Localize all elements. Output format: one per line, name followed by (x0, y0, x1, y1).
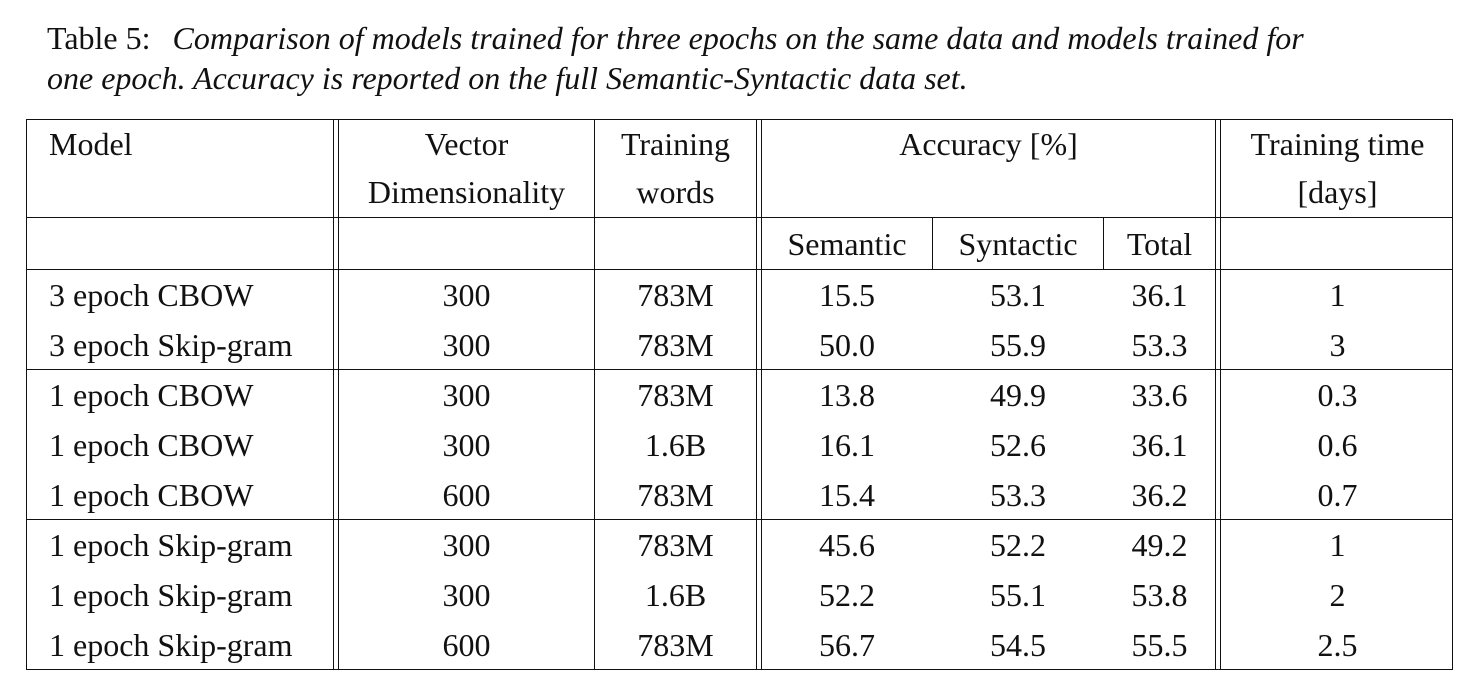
cell-total: 36.1 (1131, 427, 1188, 463)
cell-training-time: 2.5 (1317, 627, 1358, 663)
col-rule (338, 120, 339, 669)
cell-training-time: 0.3 (1317, 377, 1358, 413)
cell-semantic: 45.6 (819, 527, 875, 563)
cell-total: 53.8 (1131, 577, 1188, 613)
cell-training-words: 783M (637, 477, 714, 513)
header-vector-2: Dimensionality (367, 174, 566, 210)
cell-dimensionality: 300 (442, 377, 491, 413)
cell-training-time: 0.6 (1317, 427, 1358, 463)
cell-dimensionality: 600 (442, 627, 491, 663)
cell-total: 36.1 (1131, 277, 1188, 313)
cell-training-words: 783M (637, 277, 714, 313)
header-accuracy: Accuracy [%] (899, 126, 1078, 162)
header-time-2: [days] (1297, 174, 1378, 210)
cell-semantic: 50.0 (819, 327, 875, 363)
header-total: Total (1126, 226, 1193, 262)
cell-training-words: 783M (637, 627, 714, 663)
col-rule (1103, 218, 1104, 270)
cell-training-time: 1 (1329, 527, 1346, 563)
cell-syntactic: 53.1 (990, 277, 1046, 313)
col-rule (594, 120, 595, 669)
cell-syntactic: 55.9 (990, 327, 1046, 363)
cell-dimensionality: 300 (442, 427, 491, 463)
cell-total: 49.2 (1131, 527, 1188, 563)
cell-training-words: 1.6B (644, 427, 707, 463)
header-semantic: Semantic (787, 226, 907, 262)
cell-syntactic: 49.9 (990, 377, 1046, 413)
cell-training-words: 1.6B (644, 577, 707, 613)
cell-syntactic: 53.3 (990, 477, 1046, 513)
cell-semantic: 15.4 (819, 477, 875, 513)
row-rule (27, 519, 1452, 520)
header-model: Model (49, 126, 133, 162)
caption-line-2: one epoch. Accuracy is reported on the f… (47, 58, 1447, 98)
col-rule (761, 120, 762, 669)
cell-model: 1 epoch CBOW (49, 427, 254, 463)
cell-model: 1 epoch Skip-gram (49, 527, 293, 563)
header-time-1: Training time (1250, 126, 1425, 162)
caption-text-2: one epoch. Accuracy is reported on the f… (47, 60, 968, 96)
header-syntactic: Syntactic (958, 226, 1078, 262)
cell-dimensionality: 300 (442, 327, 491, 363)
cell-training-time: 2 (1329, 577, 1346, 613)
cell-dimensionality: 600 (442, 477, 491, 513)
cell-semantic: 15.5 (819, 277, 875, 313)
row-rule (27, 369, 1452, 370)
cell-model: 1 epoch Skip-gram (49, 577, 293, 613)
cell-dimensionality: 300 (442, 527, 491, 563)
cell-semantic: 56.7 (819, 627, 875, 663)
cell-model: 1 epoch CBOW (49, 377, 254, 413)
cell-semantic: 16.1 (819, 427, 875, 463)
cell-model: 1 epoch CBOW (49, 477, 254, 513)
col-rule (1220, 120, 1221, 669)
cell-dimensionality: 300 (442, 277, 491, 313)
col-rule (756, 120, 757, 669)
cell-training-words: 783M (637, 327, 714, 363)
header-vector-1: Vector (424, 126, 509, 162)
cell-training-words: 783M (637, 377, 714, 413)
col-rule (333, 120, 334, 669)
row-rule (27, 269, 1452, 270)
header-training-1: Training (620, 126, 731, 162)
cell-semantic: 52.2 (819, 577, 875, 613)
cell-semantic: 13.8 (819, 377, 875, 413)
row-rule (27, 217, 1452, 218)
cell-syntactic: 52.6 (990, 427, 1046, 463)
cell-training-words: 783M (637, 527, 714, 563)
caption-label: Table 5: (47, 20, 151, 56)
cell-training-time: 3 (1329, 327, 1346, 363)
cell-model: 3 epoch CBOW (49, 277, 254, 313)
cell-syntactic: 52.2 (990, 527, 1046, 563)
col-rule (932, 218, 933, 270)
cell-total: 33.6 (1131, 377, 1188, 413)
caption-text-1: Comparison of models trained for three e… (172, 20, 1304, 56)
table-caption: Table 5: Comparison of models trained for… (47, 18, 1447, 98)
cell-training-time: 1 (1329, 277, 1346, 313)
cell-training-time: 0.7 (1317, 477, 1358, 513)
col-rule (1215, 120, 1216, 669)
cell-syntactic: 55.1 (990, 577, 1046, 613)
cell-total: 55.5 (1131, 627, 1188, 663)
cell-total: 53.3 (1131, 327, 1188, 363)
cell-dimensionality: 300 (442, 577, 491, 613)
cell-total: 36.2 (1131, 477, 1188, 513)
caption-line-1: Table 5: Comparison of models trained for… (47, 18, 1447, 58)
cell-model: 3 epoch Skip-gram (49, 327, 293, 363)
header-training-2: words (636, 174, 715, 210)
results-table: Model Vector Dimensionality Training wor… (26, 119, 1453, 670)
cell-model: 1 epoch Skip-gram (49, 627, 293, 663)
cell-syntactic: 54.5 (990, 627, 1046, 663)
